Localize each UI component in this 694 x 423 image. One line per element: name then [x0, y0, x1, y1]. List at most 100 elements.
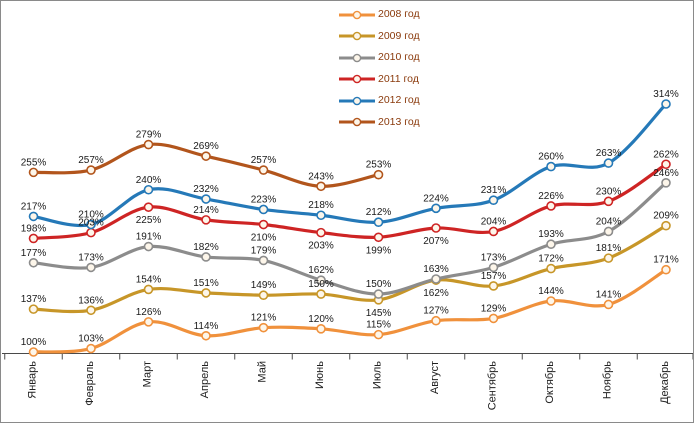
- data-label: 144%: [538, 286, 564, 297]
- data-label: 137%: [21, 294, 47, 305]
- data-label: 255%: [21, 157, 47, 168]
- data-label: 212%: [366, 207, 392, 218]
- data-label: 151%: [193, 278, 219, 289]
- data-point-marker: [86, 227, 96, 238]
- x-axis-label: Апрель: [199, 361, 211, 399]
- data-label: 204%: [481, 216, 507, 227]
- data-label: 162%: [308, 265, 334, 276]
- data-point-marker: [373, 169, 384, 180]
- data-point-marker: [258, 322, 269, 333]
- chart-legend: 2008 год 2009 год 2010 год 2011 год 2012…: [339, 9, 420, 138]
- data-point-marker: [201, 151, 211, 161]
- data-label: 103%: [78, 334, 104, 345]
- legend-label: 2009 год: [378, 29, 420, 42]
- data-label: 141%: [596, 289, 622, 300]
- series-line: [31, 268, 668, 354]
- data-label: 218%: [308, 200, 334, 211]
- data-point-marker: [201, 252, 211, 262]
- x-axis-label: Июнь: [314, 361, 326, 389]
- data-label: 240%: [136, 175, 162, 186]
- series-line: [31, 102, 668, 228]
- legend-swatch-icon: [339, 31, 375, 41]
- legend-item-2009: 2009 год: [339, 29, 420, 42]
- data-point-marker: [258, 219, 269, 230]
- data-label: 182%: [193, 242, 219, 253]
- data-point-marker: [316, 289, 326, 299]
- data-label: 262%: [653, 149, 679, 160]
- data-label: 181%: [596, 243, 622, 254]
- data-point-marker: [603, 196, 614, 207]
- data-label: 279%: [136, 130, 162, 141]
- data-label: 114%: [194, 321, 219, 332]
- data-label: 204%: [596, 216, 622, 227]
- data-label: 263%: [596, 148, 622, 159]
- data-label: 120%: [308, 314, 334, 325]
- x-axis-label: Ноябрь: [602, 361, 614, 399]
- data-point-marker: [373, 217, 384, 228]
- data-point-marker: [603, 299, 614, 310]
- data-point-marker: [201, 288, 211, 298]
- data-label: 172%: [538, 254, 564, 265]
- data-label: 246%: [653, 168, 679, 179]
- legend-swatch-icon: [339, 117, 375, 127]
- data-label: 198%: [21, 223, 47, 234]
- data-label: 126%: [136, 307, 162, 318]
- data-point-marker: [201, 330, 211, 341]
- series-line: [31, 224, 668, 314]
- legend-swatch-icon: [339, 10, 375, 19]
- data-label: 231%: [481, 185, 507, 196]
- data-point-marker: [661, 264, 671, 275]
- legend-item-2010: 2010 год: [339, 52, 420, 63]
- x-axis-label: Декабрь: [659, 361, 671, 404]
- data-point-marker: [488, 226, 499, 237]
- data-label: 154%: [136, 274, 162, 285]
- data-label: 314%: [653, 89, 679, 100]
- data-point-marker: [661, 220, 671, 231]
- data-label: 162%: [423, 288, 449, 299]
- data-label: 177%: [21, 248, 47, 259]
- data-point-marker: [488, 313, 499, 324]
- data-label: 173%: [78, 252, 104, 263]
- data-point-marker: [143, 139, 154, 150]
- data-point-marker: [661, 99, 671, 109]
- data-label: 173%: [481, 252, 507, 263]
- data-point-marker: [258, 255, 269, 266]
- data-point-marker: [28, 167, 39, 178]
- data-point-marker: [546, 239, 556, 250]
- data-point-marker: [603, 253, 614, 263]
- data-label: 199%: [366, 245, 392, 256]
- data-point-marker: [431, 315, 441, 326]
- data-point-marker: [28, 347, 39, 357]
- data-label: 150%: [366, 279, 392, 290]
- data-label: 157%: [481, 271, 507, 282]
- x-axis-label: Сентябрь: [487, 361, 499, 411]
- data-point-marker: [661, 178, 671, 188]
- data-label: 224%: [423, 193, 449, 204]
- data-label: 149%: [251, 280, 277, 291]
- legend-swatch-icon: [339, 74, 375, 84]
- legend-label: 2013 год: [378, 115, 420, 128]
- data-point-marker: [86, 165, 96, 175]
- data-point-marker: [86, 305, 96, 316]
- data-label: 253%: [366, 160, 392, 171]
- data-label: 121%: [251, 313, 277, 324]
- data-label: 150%: [308, 279, 334, 290]
- data-point-marker: [258, 165, 269, 175]
- data-point-marker: [86, 219, 96, 230]
- data-label: 210%: [251, 233, 277, 244]
- data-label: 203%: [308, 241, 334, 252]
- data-point-marker: [86, 343, 96, 354]
- data-point-marker: [603, 158, 614, 168]
- data-point-marker: [201, 215, 211, 225]
- data-label: 163%: [423, 264, 449, 275]
- data-label: 203%: [78, 218, 104, 229]
- data-point-marker: [316, 227, 326, 238]
- legend-label: 2011 год: [378, 72, 419, 85]
- data-point-marker: [28, 233, 39, 244]
- data-label: 210%: [78, 210, 104, 221]
- data-label: 207%: [423, 236, 449, 247]
- data-label: 257%: [251, 155, 277, 166]
- data-point-marker: [86, 262, 96, 273]
